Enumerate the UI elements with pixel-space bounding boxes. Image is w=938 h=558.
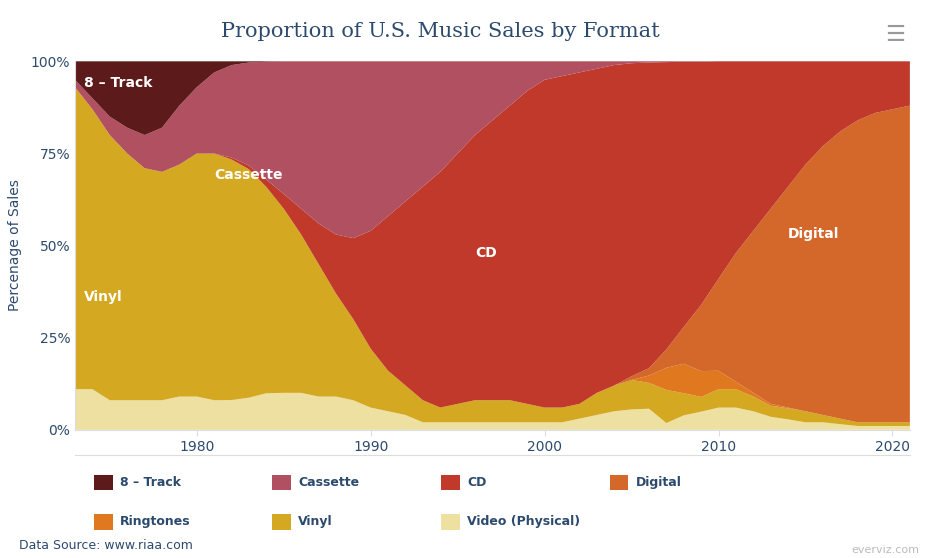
Text: Data Source: www.riaa.com: Data Source: www.riaa.com: [19, 540, 192, 552]
Text: CD: CD: [475, 246, 497, 259]
Text: Digital: Digital: [788, 227, 840, 241]
Text: Proportion of U.S. Music Sales by Format: Proportion of U.S. Music Sales by Format: [221, 22, 660, 41]
Text: 8 – Track: 8 – Track: [83, 76, 152, 90]
Text: Vinyl: Vinyl: [83, 290, 122, 304]
Text: everviz.com: everviz.com: [852, 545, 919, 555]
Text: ☰: ☰: [885, 25, 905, 45]
Text: Digital: Digital: [636, 476, 682, 489]
Text: Vinyl: Vinyl: [298, 515, 333, 528]
Y-axis label: Percenage of Sales: Percenage of Sales: [8, 180, 23, 311]
Text: Video (Physical): Video (Physical): [467, 515, 581, 528]
Text: 8 – Track: 8 – Track: [120, 476, 181, 489]
Text: Ringtones: Ringtones: [120, 515, 190, 528]
Text: Cassette: Cassette: [298, 476, 359, 489]
Text: CD: CD: [467, 476, 487, 489]
Text: Cassette: Cassette: [214, 168, 282, 182]
